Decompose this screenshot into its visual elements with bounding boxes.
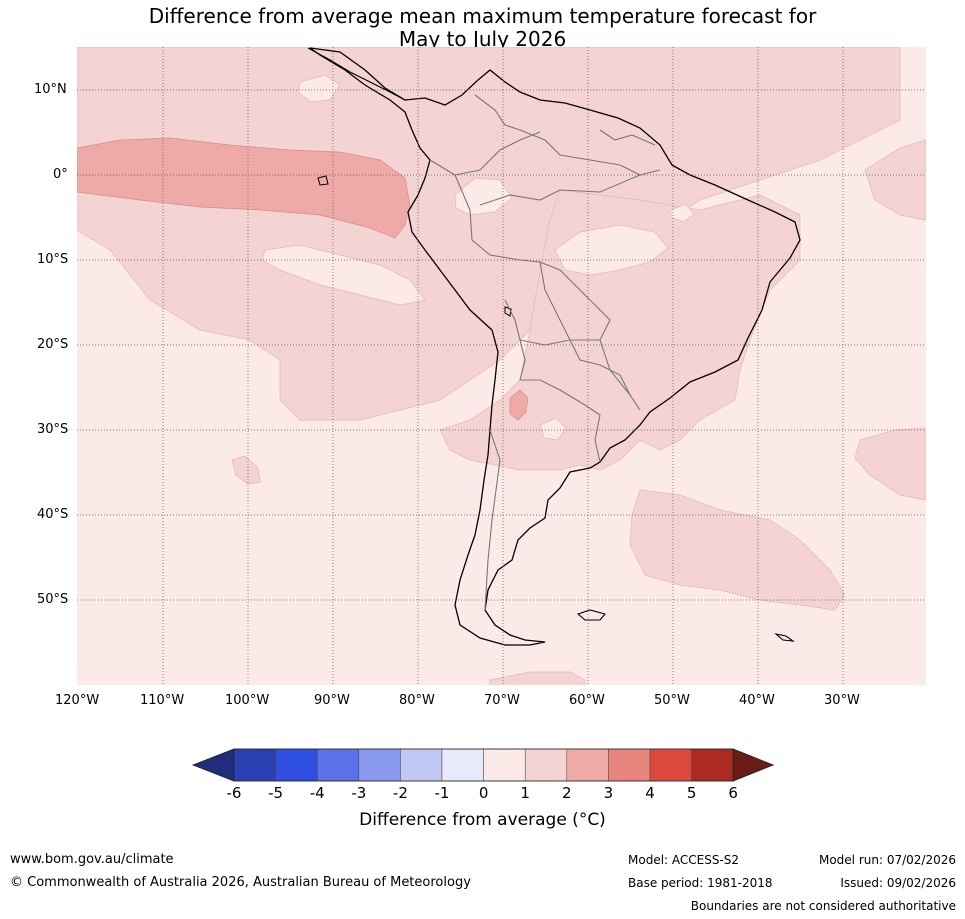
colorbar-tick-label: -3 [351, 784, 367, 802]
island-south-georgia [774, 633, 796, 642]
colorbar-bin [275, 748, 318, 782]
anomaly-2-to-3-region [509, 389, 529, 421]
lat-label-0: 0° [53, 167, 68, 182]
colorbar-bin [691, 748, 734, 782]
colorbar [191, 748, 775, 782]
lat-label-10n: 10°N [34, 82, 67, 97]
lon-label-30w: 30°W [824, 693, 860, 708]
colorbar-bin [566, 748, 609, 782]
country-borders [429, 94, 661, 611]
anomaly-1-to-2-region [77, 47, 901, 421]
anomaly-0-to-1-pocket [454, 177, 513, 216]
anomaly-0-to-1-pocket [669, 203, 695, 223]
lon-label-60w: 60°W [569, 693, 605, 708]
colorbar-tick-label: 6 [728, 784, 738, 802]
lon-label-100w: 100°W [225, 693, 270, 708]
colorbar-bin [358, 748, 401, 782]
anomaly-1-to-2-region [629, 489, 846, 611]
colorbar-tick-label: -5 [268, 784, 284, 802]
graticule [77, 47, 926, 685]
footer-model-run: Model run: 07/02/2026 [818, 853, 956, 867]
footer-copyright: © Commonwealth of Australia 2026, Austra… [10, 875, 471, 890]
lon-label-70w: 70°W [484, 693, 520, 708]
colorbar-tick-label: 2 [562, 784, 572, 802]
anomaly-1-to-2-region [864, 139, 926, 221]
lat-label-50s: 50°S [37, 592, 69, 607]
colorbar-tick-label: -2 [392, 784, 408, 802]
coastline-central-america [307, 47, 406, 101]
colorbar-outline [233, 748, 734, 782]
coastline-south-america [309, 47, 801, 646]
footer-issued: Issued: 09/02/2026 [840, 876, 956, 890]
anomaly-1-to-2-region [489, 671, 586, 685]
colorbar-arrow-low [191, 748, 235, 782]
footer-website: www.bom.gov.au/climate [10, 852, 174, 867]
colorbar-tick-label: 5 [686, 784, 697, 802]
colorbar-tick-label: -6 [226, 784, 242, 802]
colorbar-bin [524, 748, 568, 782]
anomaly-0-to-1-pocket [297, 74, 341, 103]
colorbar-bin [400, 748, 443, 782]
colorbar-title: Difference from average (°C) [0, 810, 965, 830]
footer-disclaimer: Boundaries are not considered authoritat… [690, 899, 956, 913]
colorbar-tick-label: 3 [603, 784, 614, 802]
colorbar-tick-label: 1 [520, 784, 530, 802]
anomaly-2-to-3-region [77, 137, 411, 239]
anomaly-0-to-1-pocket [539, 417, 567, 441]
colorbar-title-text: Difference from average ( [359, 810, 579, 830]
lon-label-80w: 80°W [399, 693, 435, 708]
footer-model: Model: ACCESS-S2 [628, 853, 740, 867]
footer-base-period: Base period: 1981-2018 [628, 876, 773, 890]
colorbar-arrow-high [732, 748, 775, 782]
lon-label-50w: 50°W [654, 693, 690, 708]
lon-label-110w: 110°W [140, 693, 185, 708]
island-galapagos [317, 175, 329, 186]
colorbar-title-unit: °C) [578, 810, 606, 830]
island-falklands [576, 609, 606, 621]
lat-label-40s: 40°S [37, 507, 69, 522]
colorbar-bin [608, 748, 651, 782]
colorbar-bin [316, 748, 360, 782]
colorbar-tick-label: -4 [309, 784, 325, 802]
colorbar-tick-label: -1 [434, 784, 450, 802]
colorbar-bin [483, 748, 526, 782]
colorbar-bin [649, 748, 692, 782]
anomaly-1-to-2-region [854, 427, 926, 501]
map-title-line-2: May to July 2026 [398, 27, 567, 51]
colorbar-bin [233, 748, 276, 782]
lon-label-40w: 40°W [739, 693, 775, 708]
anomaly-0-to-1-pocket [554, 224, 669, 276]
colorbar-bin [441, 748, 484, 782]
lat-label-10s: 10°S [37, 252, 69, 267]
anomaly-1-to-2-region [231, 455, 261, 485]
map-title-line-1: Difference from average mean maximum tem… [148, 4, 817, 28]
lat-label-30s: 30°S [37, 422, 69, 437]
colorbar-tick-label: 4 [645, 784, 655, 802]
colorbar-tick-label: 0 [478, 784, 489, 802]
lat-label-20s: 20°S [37, 337, 69, 352]
lon-label-90w: 90°W [314, 693, 350, 708]
lon-label-120w: 120°W [55, 693, 100, 708]
